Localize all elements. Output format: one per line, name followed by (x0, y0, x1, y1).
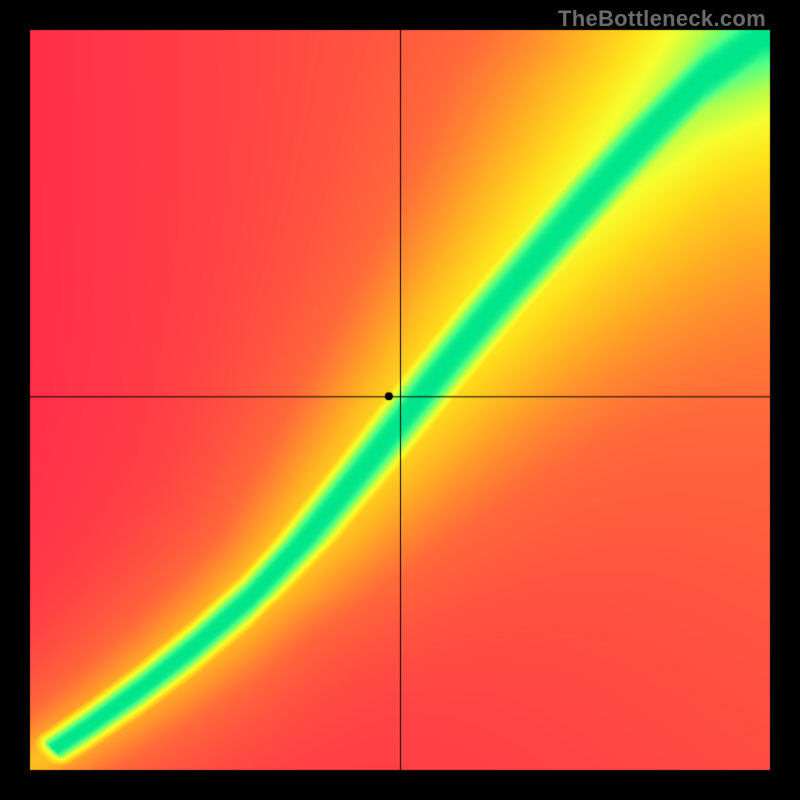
watermark-text: TheBottleneck.com (558, 6, 766, 32)
bottleneck-heatmap (0, 0, 800, 800)
chart-container: { "chart": { "type": "heatmap", "canvas_… (0, 0, 800, 800)
